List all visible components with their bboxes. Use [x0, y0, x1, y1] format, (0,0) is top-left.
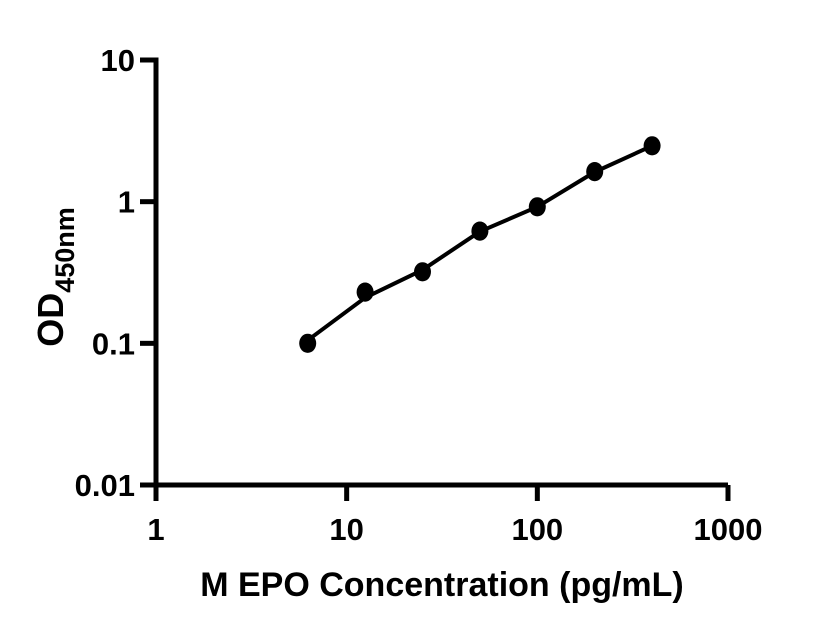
y-tick-label: 1 [118, 185, 135, 220]
x-tick-label: 1000 [694, 512, 763, 547]
data-point [471, 221, 489, 241]
axes [153, 57, 728, 488]
data-point [586, 162, 604, 182]
y-axis-title: OD450nm [30, 207, 80, 347]
axis-ticks [140, 57, 731, 501]
x-tick-label: 100 [511, 512, 563, 547]
y-tick-label: 10 [101, 43, 135, 78]
data-point [528, 197, 546, 217]
data-point [643, 136, 661, 156]
y-axis-title-subscript: 450nm [50, 207, 80, 293]
y-axis-title-main: OD [30, 293, 71, 347]
y-tick-label: 0.01 [75, 468, 135, 503]
axis-tick-labels: 10 1 0.1 0.01 1 10 100 1000 [75, 43, 763, 547]
x-tick-label: 10 [329, 512, 363, 547]
axis-spine [153, 57, 728, 488]
data-point [414, 262, 431, 282]
data-point [299, 333, 317, 353]
x-axis-title: M EPO Concentration (pg/mL) [200, 566, 684, 604]
data-point [356, 282, 374, 302]
x-tick-label: 1 [147, 512, 164, 547]
plot-area [299, 136, 661, 353]
y-tick-label: 0.1 [92, 326, 135, 361]
